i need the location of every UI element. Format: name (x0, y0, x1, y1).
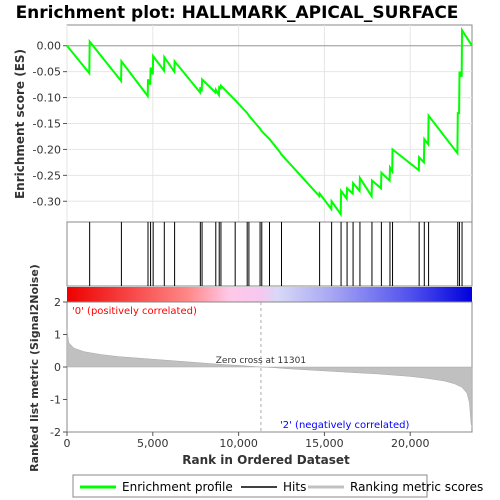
metric-y-tick-label: -1 (50, 394, 61, 407)
es-y-tick-label: -0.30 (33, 195, 61, 208)
x-tick-label: 0 (64, 437, 71, 450)
metric-y-tick-label: -2 (50, 426, 61, 439)
chart-title: Enrichment plot: HALLMARK_APICAL_SURFACE (16, 3, 459, 23)
hit-markers (89, 222, 463, 286)
es-y-tick-label: -0.25 (33, 169, 61, 182)
x-axis-title: Rank in Ordered Dataset (182, 453, 350, 467)
es-y-tick-label: -0.20 (33, 143, 61, 156)
metric-y-tick-label: 2 (54, 296, 61, 309)
legend (72, 474, 428, 498)
metric-y-axis-title: Ranked list metric (Signal2Noise) (28, 264, 41, 472)
es-y-tick-label: -0.05 (33, 66, 61, 79)
negative-label: '2' (negatively correlated) (280, 420, 409, 431)
rank-color-bar (67, 287, 472, 302)
zero-cross-label: Zero cross at 11301 (216, 356, 306, 366)
legend-profile-label: Enrichment profile (122, 480, 233, 494)
x-tick-label: 15,000 (305, 437, 344, 450)
es-y-tick-label: -0.15 (33, 118, 61, 131)
enrichment-profile-line (66, 26, 473, 218)
es-y-tick-label: 0.00 (37, 40, 62, 53)
metric-y-tick-label: 0 (54, 361, 61, 374)
legend-metric-label: Ranking metric scores (350, 480, 483, 494)
positive-label: '0' (positively correlated) (72, 306, 197, 317)
legend-hits-label: Hits (283, 480, 306, 494)
x-tick-label: 5,000 (137, 437, 169, 450)
es-y-tick-label: -0.10 (33, 92, 61, 105)
x-tick-label: 10,000 (219, 437, 258, 450)
metric-y-ticks: 2 1 0 -1 -2 (50, 296, 67, 439)
x-tick-label: 20,000 (391, 437, 430, 450)
ranking-metric-area (66, 329, 473, 428)
x-ticks: 0 5,000 10,000 15,000 20,000 (64, 432, 430, 450)
es-y-ticks: 0.00 -0.05 -0.10 -0.15 -0.20 -0.25 -0.30 (33, 40, 67, 208)
es-y-axis-title: Enrichment score (ES) (13, 49, 27, 199)
metric-y-tick-label: 1 (54, 329, 61, 342)
